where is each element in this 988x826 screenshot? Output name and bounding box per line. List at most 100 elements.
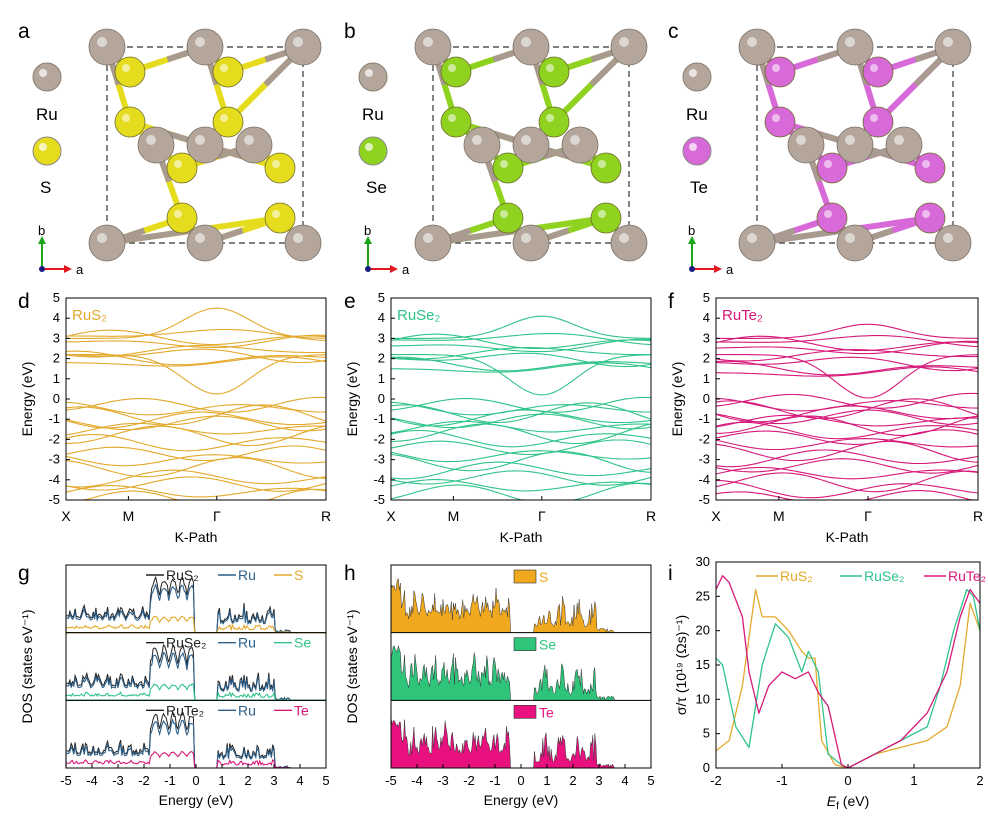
x-tick-label: -1 [489, 773, 501, 788]
legend-label: RuSe₂ [864, 568, 904, 584]
x-tick-label: 3 [595, 773, 602, 788]
y-tick-label: 1 [703, 371, 710, 386]
atom-chalcogen [764, 106, 796, 138]
panel-label-f: f [668, 290, 674, 313]
crystal-structure-S [32, 28, 322, 273]
atom-highlight [174, 160, 182, 168]
band-line [391, 315, 651, 339]
atom-highlight [521, 135, 531, 145]
atom-highlight [195, 135, 205, 145]
x-tick-label: 0 [192, 773, 199, 788]
y-tick-label: 0 [53, 391, 60, 406]
atom-metal [186, 126, 224, 164]
band-line [390, 409, 652, 427]
band-line [66, 328, 327, 342]
y-tick-label: 10 [696, 691, 710, 706]
band-line [390, 482, 652, 501]
atom-metal [88, 28, 126, 66]
legend-swatch [513, 637, 537, 651]
legend-chalcogen-label: Te [690, 178, 708, 197]
band-line [66, 354, 327, 395]
atom-highlight [870, 64, 878, 72]
atom-chalcogen [538, 56, 570, 88]
y-tick-label: 4 [378, 310, 385, 325]
band-line [390, 423, 652, 445]
atom-chalcogen [212, 106, 244, 138]
legend-label: Ru [238, 567, 256, 583]
atom-chalcogen [764, 56, 796, 88]
band-line [716, 354, 979, 399]
axis-c-dot [689, 266, 695, 272]
x-tick-label: -3 [437, 773, 449, 788]
x-tick-label: R [973, 508, 983, 524]
band-line [715, 335, 979, 352]
legend-atom-chalcogen [32, 136, 62, 166]
atom-chalcogen [166, 202, 198, 234]
panel-label-h: h [344, 562, 356, 585]
atom-highlight [220, 114, 228, 122]
atom-chalcogen [114, 106, 146, 138]
x-tick-label: Γ [864, 508, 872, 524]
x-tick-label: -5 [385, 773, 397, 788]
band-line [390, 402, 652, 424]
atom-highlight [943, 37, 953, 47]
legend-atom-chalcogen [682, 136, 712, 166]
y-tick-label: 2 [703, 351, 710, 366]
x-tick-label: M [448, 508, 460, 524]
atom-highlight [772, 114, 780, 122]
highlight [365, 143, 373, 151]
pdos-area [390, 577, 652, 633]
compound-label: RuTe₂ [722, 307, 763, 324]
x-tick-label: M [123, 508, 135, 524]
x-tick-label: 2 [244, 773, 251, 788]
dos-curve [65, 651, 327, 701]
atom-highlight [546, 64, 554, 72]
atom-chalcogen [440, 56, 472, 88]
y-tick-label: -4 [48, 472, 60, 487]
panel-label-i: i [668, 562, 673, 585]
y-tick-label: 5 [53, 290, 60, 305]
y-tick-label: 0 [703, 760, 710, 775]
x-tick-label: -4 [86, 773, 98, 788]
y-tick-label: -5 [48, 492, 60, 507]
atom-highlight [272, 210, 280, 218]
atom-highlight [448, 114, 456, 122]
highlight [365, 69, 373, 77]
legend-label: S [539, 569, 548, 585]
x-axis-label: K-Path [175, 529, 218, 545]
x-tick-label: Γ [213, 508, 221, 524]
band-line [715, 409, 979, 426]
atom-highlight [922, 160, 930, 168]
axis-b-arrowhead [688, 236, 696, 244]
band-line [715, 366, 979, 377]
atom-highlight [272, 160, 280, 168]
band-structure-f: Energy (eV) RuTe₂ [669, 297, 979, 501]
atom-highlight [293, 37, 303, 47]
panel-label-c: c [668, 20, 679, 43]
axis-c-dot [365, 266, 371, 272]
y-tick-label: 4 [703, 310, 710, 325]
atom-highlight [824, 210, 832, 218]
y-axis-label: Energy (eV) [19, 362, 35, 437]
panel-label-g: g [18, 562, 30, 585]
atom-metal [235, 126, 273, 164]
conductivity-panel-i: RuS₂ RuSe₂ RuTe₂ Ef (eV) σ/τ (10¹⁹ (Ωs)⁻¹) [673, 561, 986, 812]
band-line [390, 413, 652, 430]
atom-highlight [448, 64, 456, 72]
y-tick-label: -1 [698, 411, 710, 426]
legend-label: RuS₂ [166, 567, 199, 583]
y-tick-label: 20 [696, 623, 710, 638]
y-tick-label: 30 [696, 554, 710, 569]
axis-a-arrowhead [714, 265, 722, 273]
y-tick-label: 3 [378, 330, 385, 345]
band-line [390, 470, 652, 486]
series-line [715, 588, 981, 769]
atom-chalcogen [492, 152, 524, 184]
axis-a-arrowhead [64, 265, 72, 273]
atom-highlight [244, 135, 254, 145]
legend-label: Se [294, 635, 311, 651]
band-line [65, 445, 327, 462]
y-tick-label: -3 [373, 452, 385, 467]
band-line [390, 396, 652, 413]
